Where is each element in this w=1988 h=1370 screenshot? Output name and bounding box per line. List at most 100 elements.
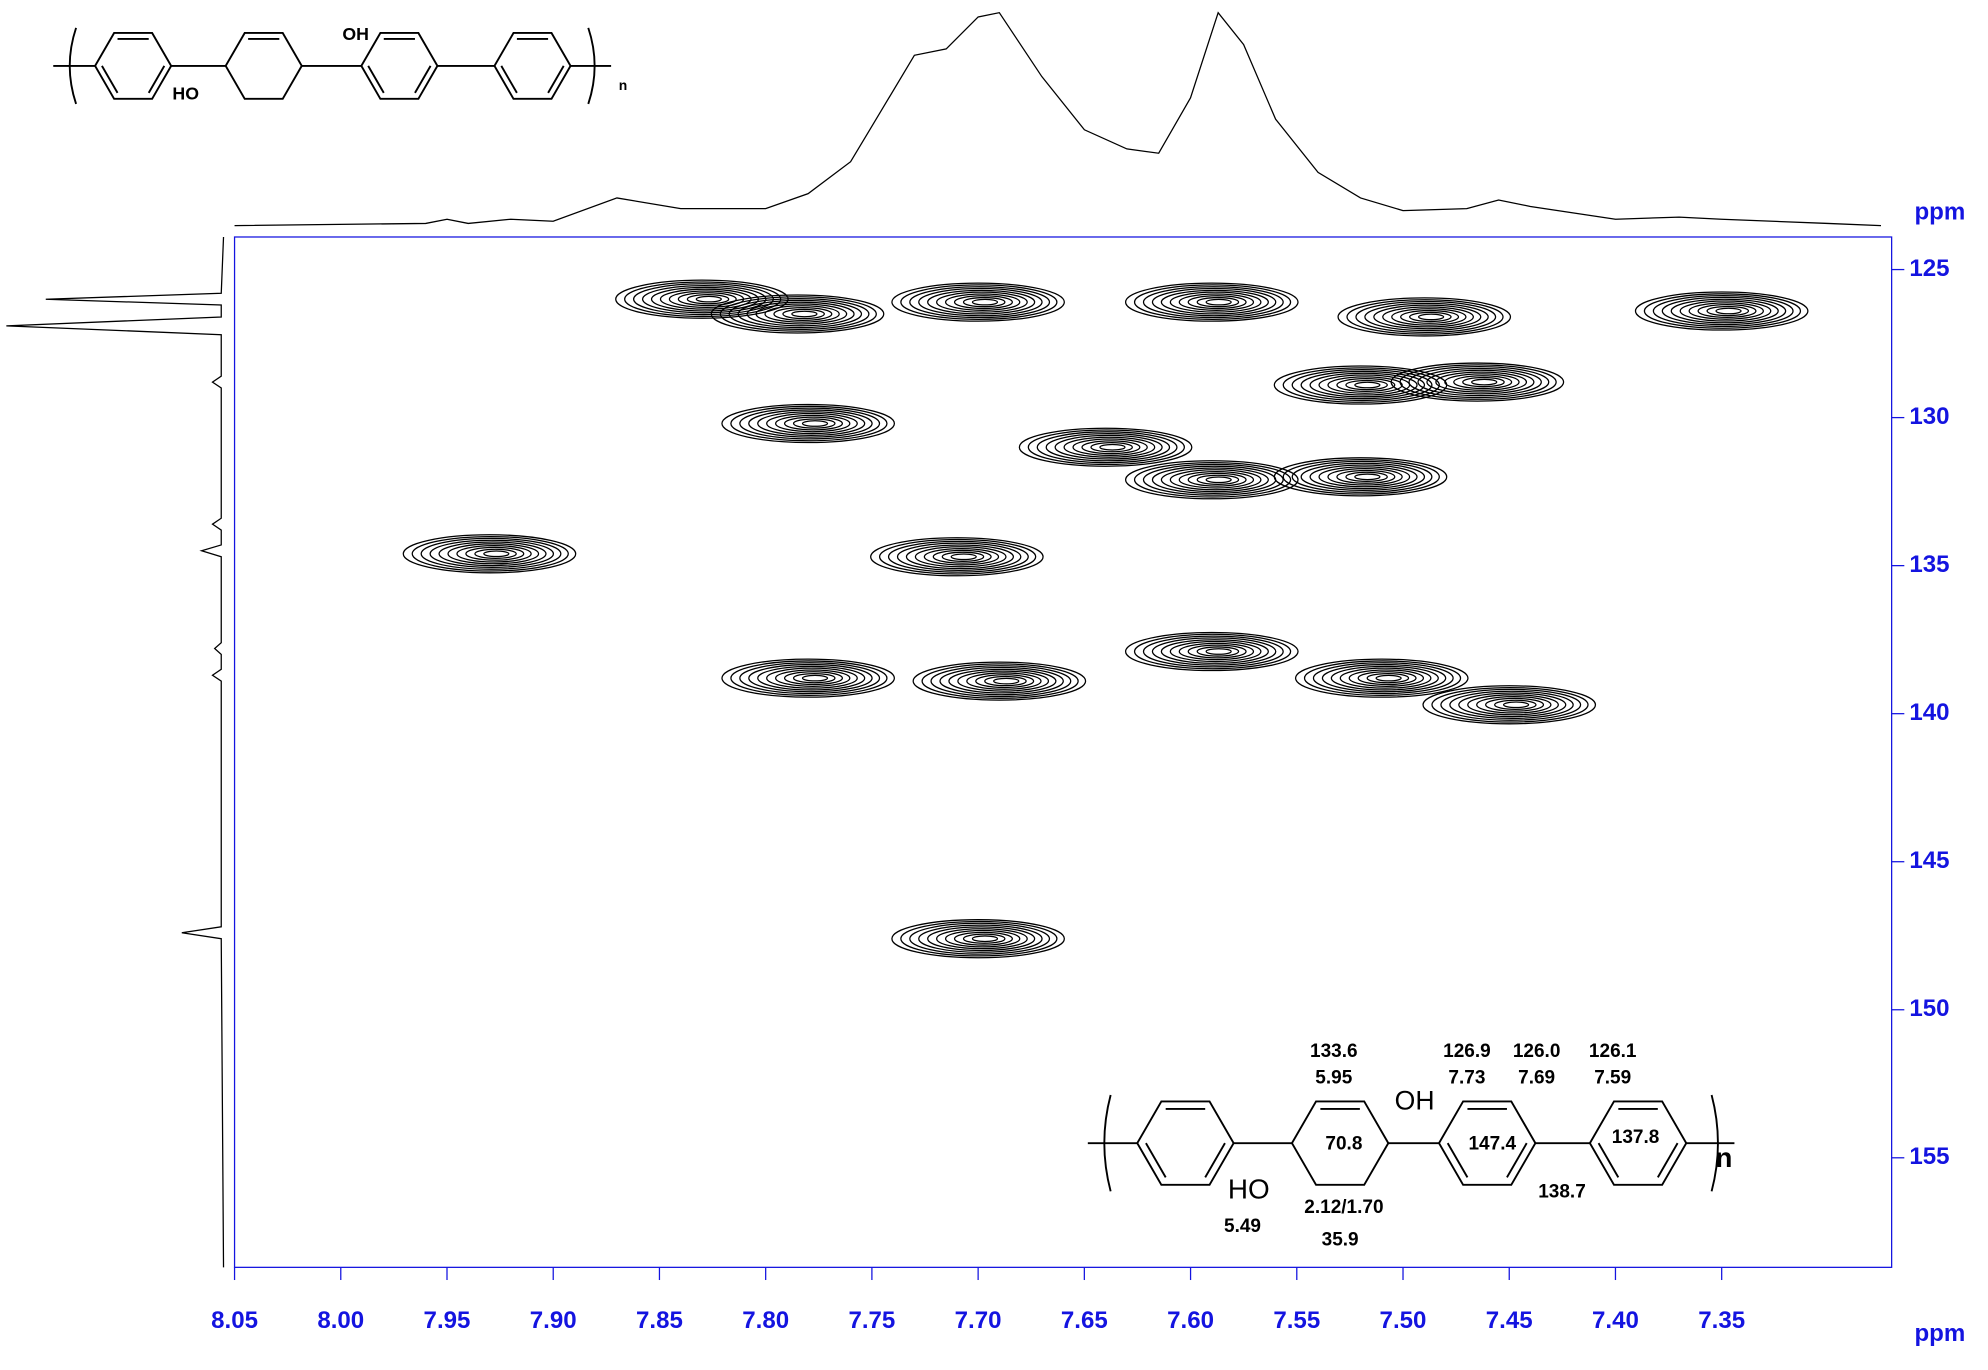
contour-line bbox=[1346, 299, 1504, 335]
contour-line bbox=[948, 668, 1057, 694]
contour-line bbox=[1670, 298, 1779, 324]
ring bbox=[360, 32, 439, 100]
x-tick-label: 7.35 bbox=[1698, 1307, 1745, 1334]
contour-line bbox=[1435, 371, 1528, 393]
double-bond bbox=[1597, 1142, 1620, 1178]
contour-line bbox=[1187, 295, 1247, 310]
shift-label: 138.7 bbox=[1538, 1182, 1586, 1203]
shift-label: 7.59 bbox=[1594, 1068, 1631, 1089]
contour-line bbox=[1027, 429, 1186, 466]
cross-peak bbox=[1124, 631, 1299, 672]
contour-line bbox=[1169, 469, 1262, 491]
structure-small bbox=[53, 27, 612, 105]
contour-line bbox=[721, 658, 896, 698]
contour-line bbox=[971, 935, 999, 943]
contour-line bbox=[420, 537, 562, 570]
bracket bbox=[587, 27, 596, 105]
contour-line bbox=[1417, 367, 1542, 397]
contour-line bbox=[1063, 436, 1156, 458]
contour-line bbox=[1355, 300, 1497, 333]
contour-line bbox=[792, 672, 836, 684]
contour-line bbox=[944, 929, 1021, 948]
contour-line bbox=[748, 409, 873, 438]
cross-peak bbox=[1422, 685, 1597, 725]
y-tick-label: 135 bbox=[1909, 551, 1949, 578]
contour-line bbox=[1364, 302, 1489, 332]
contour-line bbox=[921, 663, 1079, 699]
contour-line bbox=[1502, 701, 1530, 709]
cross-peak bbox=[1273, 457, 1448, 497]
contour-line bbox=[766, 667, 858, 689]
double-bond bbox=[547, 65, 565, 94]
contour-line bbox=[710, 294, 885, 334]
double-bond bbox=[1446, 1142, 1469, 1178]
shift-label: 7.69 bbox=[1518, 1068, 1555, 1089]
contour-line bbox=[1099, 443, 1126, 451]
double-bond bbox=[414, 65, 432, 94]
contour-line bbox=[891, 919, 1065, 959]
x-tick-label: 7.60 bbox=[1167, 1307, 1214, 1334]
contour-line bbox=[791, 310, 818, 318]
contour-line bbox=[941, 551, 985, 562]
contour-line bbox=[1485, 697, 1545, 712]
contour-line bbox=[677, 292, 737, 307]
contour-line bbox=[686, 293, 730, 305]
contour-line bbox=[1196, 474, 1240, 485]
structure-large bbox=[1087, 1094, 1735, 1192]
ring bbox=[493, 32, 572, 100]
contour-line bbox=[1634, 291, 1809, 331]
contour-line bbox=[1476, 695, 1552, 714]
contour-line bbox=[962, 296, 1006, 308]
contour-line bbox=[1467, 694, 1559, 716]
contour-line bbox=[1124, 460, 1299, 500]
contour-line bbox=[438, 541, 547, 567]
contour-line bbox=[953, 295, 1013, 310]
ring-bg bbox=[95, 27, 172, 104]
shift-label: 5.95 bbox=[1315, 1068, 1352, 1089]
ring bbox=[1437, 1100, 1537, 1186]
x-tick-label: 7.85 bbox=[636, 1307, 683, 1334]
plot-frame bbox=[233, 236, 1893, 1268]
contour-line bbox=[1339, 667, 1432, 689]
contour-line bbox=[1133, 461, 1292, 498]
contour-line bbox=[1391, 308, 1467, 326]
contour-line bbox=[1449, 690, 1574, 720]
contour-line bbox=[1142, 635, 1284, 668]
contour-line bbox=[737, 299, 863, 329]
shift-label: 7.73 bbox=[1448, 1068, 1485, 1089]
y-tick-label: 150 bbox=[1909, 995, 1949, 1022]
contour-line bbox=[971, 298, 999, 306]
contour-line bbox=[801, 674, 829, 682]
contour-line bbox=[1348, 669, 1425, 687]
shift-label: 126.0 bbox=[1513, 1041, 1561, 1062]
contour-line bbox=[748, 663, 873, 693]
cross-peak bbox=[402, 534, 577, 574]
bracket bbox=[1710, 1094, 1719, 1192]
contour-line bbox=[1133, 284, 1292, 320]
contour-line bbox=[1345, 379, 1388, 391]
contour-line bbox=[730, 405, 888, 442]
contour-line bbox=[1205, 476, 1232, 484]
shift-label: 126.9 bbox=[1443, 1041, 1491, 1062]
shift-label: 35.9 bbox=[1322, 1230, 1359, 1251]
contour-line bbox=[632, 283, 774, 316]
contour-line bbox=[1124, 631, 1299, 672]
contour-line bbox=[1081, 440, 1141, 455]
contour-line bbox=[739, 662, 881, 695]
contour-line bbox=[1142, 463, 1284, 496]
contour-line bbox=[1345, 471, 1388, 483]
contour-line bbox=[755, 303, 848, 325]
shift-label: OH bbox=[1395, 1086, 1435, 1116]
contour-line bbox=[1291, 369, 1433, 402]
x-tick-label: 7.80 bbox=[742, 1307, 789, 1334]
cross-peak bbox=[1390, 362, 1565, 402]
x-tick-label: 7.45 bbox=[1486, 1307, 1533, 1334]
contour-line bbox=[1054, 434, 1163, 460]
cross-peak bbox=[721, 658, 896, 698]
contour-line bbox=[1409, 311, 1452, 323]
contour-line bbox=[1273, 365, 1448, 405]
contour-line bbox=[792, 418, 836, 429]
contour-line bbox=[1282, 458, 1440, 495]
contour-line bbox=[801, 420, 829, 427]
contour-line bbox=[1327, 376, 1403, 394]
